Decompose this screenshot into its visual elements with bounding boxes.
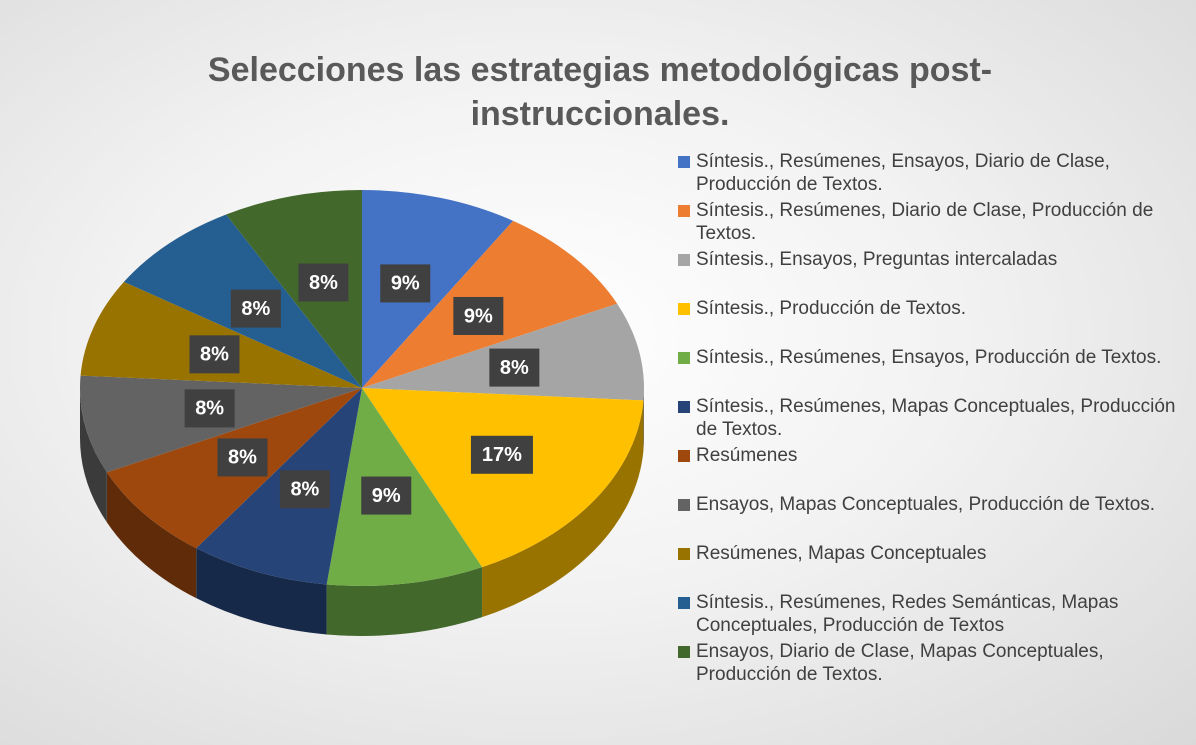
data-label-box bbox=[184, 389, 235, 428]
legend-label: Ensayos, Diario de Clase, Mapas Conceptu… bbox=[696, 641, 1104, 685]
pie-side bbox=[482, 400, 644, 618]
data-label-box bbox=[279, 470, 330, 509]
legend-item: Síntesis., Resúmenes, Redes Semánticas, … bbox=[676, 591, 1196, 640]
data-label-box bbox=[453, 296, 504, 335]
data-label: 8% bbox=[290, 479, 319, 501]
legend-label: Síntesis., Resúmenes, Ensayos, Diario de… bbox=[696, 151, 1110, 195]
pie-slice bbox=[226, 190, 362, 388]
legend-label: Ensayos, Mapas Conceptuales, Producción … bbox=[696, 494, 1156, 515]
pie-side bbox=[80, 388, 107, 523]
legend-label: Resúmenes bbox=[696, 445, 798, 466]
pie-side bbox=[326, 567, 483, 636]
legend-label: Síntesis., Ensayos, Preguntas intercalad… bbox=[696, 249, 1058, 270]
legend-swatch bbox=[678, 646, 690, 658]
legend-item: Resúmenes bbox=[676, 444, 1196, 493]
chart-title: Selecciones las estrategias metodológica… bbox=[207, 51, 993, 133]
legend-item: Síntesis., Resúmenes, Ensayos, Producció… bbox=[676, 346, 1196, 395]
data-label: 8% bbox=[200, 344, 229, 366]
legend-item: Síntesis., Resúmenes, Ensayos, Diario de… bbox=[676, 150, 1196, 199]
legend-swatch bbox=[678, 352, 690, 364]
pie-side bbox=[643, 388, 644, 451]
data-label-box bbox=[189, 335, 240, 374]
legend-label: Síntesis., Resúmenes, Mapas Conceptuales… bbox=[696, 396, 1176, 440]
legend-swatch bbox=[678, 303, 690, 315]
data-label: 9% bbox=[372, 485, 401, 507]
pie-side bbox=[106, 472, 197, 599]
legend-item: Ensayos, Diario de Clase, Mapas Conceptu… bbox=[676, 640, 1196, 689]
pie-slice bbox=[362, 388, 644, 568]
pie-side bbox=[196, 548, 327, 635]
legend-item: Resúmenes, Mapas Conceptuales bbox=[676, 542, 1196, 591]
data-label-box bbox=[470, 435, 533, 474]
legend-swatch bbox=[678, 548, 690, 560]
data-label: 8% bbox=[500, 357, 529, 379]
legend: Síntesis., Resúmenes, Ensayos, Diario de… bbox=[676, 150, 1196, 689]
data-label: 9% bbox=[391, 273, 420, 295]
data-label-box bbox=[489, 348, 540, 387]
legend-label: Síntesis., Producción de Textos. bbox=[696, 298, 967, 319]
legend-item: Síntesis., Resúmenes, Mapas Conceptuales… bbox=[676, 395, 1196, 444]
legend-swatch bbox=[678, 597, 690, 609]
legend-item: Síntesis., Resúmenes, Diario de Clase, P… bbox=[676, 199, 1196, 248]
legend-item: Síntesis., Producción de Textos. bbox=[676, 297, 1196, 346]
data-label-box bbox=[217, 438, 268, 477]
data-label-box bbox=[361, 476, 412, 515]
data-label: 8% bbox=[195, 398, 224, 420]
legend-swatch bbox=[678, 156, 690, 168]
legend-label: Síntesis., Resúmenes, Diario de Clase, P… bbox=[696, 200, 1154, 244]
data-label: 8% bbox=[241, 298, 270, 320]
pie-slice bbox=[362, 190, 514, 388]
pie-slice bbox=[80, 281, 363, 388]
legend-label: Síntesis., Resúmenes, Ensayos, Producció… bbox=[696, 347, 1162, 368]
legend-swatch bbox=[678, 254, 690, 266]
data-label-box bbox=[380, 264, 431, 303]
data-label: 17% bbox=[482, 444, 522, 466]
data-label: 8% bbox=[228, 447, 257, 469]
data-label: 9% bbox=[464, 305, 493, 327]
legend-label: Síntesis., Resúmenes, Redes Semánticas, … bbox=[696, 592, 1119, 636]
legend-swatch bbox=[678, 499, 690, 511]
data-label: 8% bbox=[309, 272, 338, 294]
data-label-box bbox=[298, 263, 349, 302]
legend-swatch bbox=[678, 401, 690, 413]
legend-item: Síntesis., Ensayos, Preguntas intercalad… bbox=[676, 248, 1196, 297]
pie-slice bbox=[196, 388, 362, 585]
legend-swatch bbox=[678, 450, 690, 462]
legend-swatch bbox=[678, 205, 690, 217]
legend-label: Resúmenes, Mapas Conceptuales bbox=[696, 543, 987, 564]
legend-item: Ensayos, Mapas Conceptuales, Producción … bbox=[676, 493, 1196, 542]
data-label-box bbox=[230, 289, 281, 328]
